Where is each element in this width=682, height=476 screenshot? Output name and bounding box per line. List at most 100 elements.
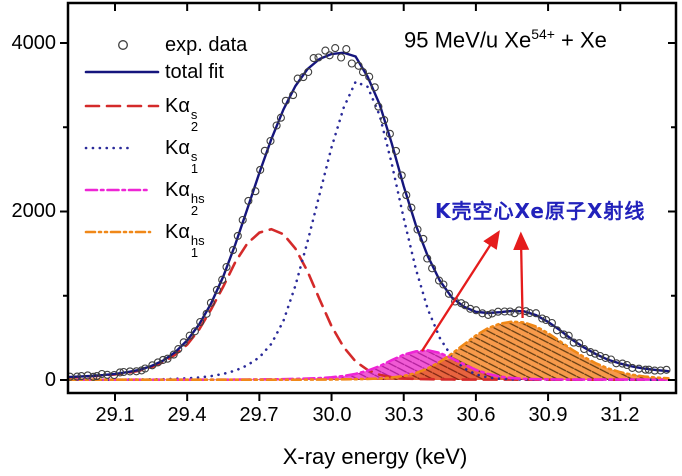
x-axis-tick-label: 30.0 xyxy=(312,404,352,426)
beam-annotation-sup: 54+ xyxy=(531,26,555,42)
exp-data-point xyxy=(153,358,162,367)
exp-data-point xyxy=(83,371,92,380)
ka2hs-area-hatch xyxy=(68,350,669,380)
legend-label-sup: hs xyxy=(190,233,205,248)
x-axis-tick-label: 30.6 xyxy=(456,404,496,426)
exp-data-point xyxy=(337,53,346,62)
exp-data-point xyxy=(374,102,383,111)
exp-data-point xyxy=(407,203,416,212)
hollow-atom-annotation: K壳空心Xe原子X射线 xyxy=(435,199,646,223)
exp-data-point xyxy=(559,330,568,339)
beam-annotation-prefix: 95 MeV/u Xe xyxy=(404,27,532,53)
exp-data-point xyxy=(276,113,285,122)
exp-data-point xyxy=(174,345,183,354)
exp-data-point xyxy=(97,369,106,379)
Ka1s-line xyxy=(68,80,670,381)
y-axis-tick-label: 2000 xyxy=(11,200,57,222)
exp-data-point xyxy=(238,215,247,225)
annotation-arrow xyxy=(513,231,530,319)
exp-data-point xyxy=(293,74,302,83)
exp-data-point xyxy=(299,73,308,82)
exp-data-point xyxy=(354,61,363,70)
exp-data-point xyxy=(380,116,389,125)
exp-data-point xyxy=(586,348,595,357)
x-axis-tick-label: 30.9 xyxy=(528,404,568,426)
exp-data-point xyxy=(552,326,562,335)
exp-data-point xyxy=(266,136,275,146)
exp-data-point xyxy=(472,306,481,315)
ka1hs-area-hatch xyxy=(68,321,669,380)
exp-data-point xyxy=(115,368,125,377)
component-fills xyxy=(68,321,669,380)
exp-data-point xyxy=(662,365,671,374)
x-axis-tick-label: 31.2 xyxy=(600,404,640,426)
legend-label-base: Kα xyxy=(165,137,190,159)
exp-data-point xyxy=(484,310,493,319)
annotation-arrows xyxy=(421,230,530,352)
exp-data-point xyxy=(190,327,199,336)
legend-label-sup: s xyxy=(190,107,198,122)
x-axis-tick-label: 29.1 xyxy=(95,404,135,426)
exp-data-point xyxy=(179,338,188,347)
exp-data-point xyxy=(569,338,578,347)
x-axis-tick-label: 29.4 xyxy=(167,404,207,426)
legend-markers xyxy=(84,40,160,234)
exp-data-point xyxy=(206,298,215,307)
y-axis-tick-label: 0 xyxy=(44,369,56,391)
exp-data-point xyxy=(159,355,168,364)
exp-data-point xyxy=(606,355,616,364)
exp-data-point xyxy=(244,196,253,205)
legend-item-exp-data: exp. data xyxy=(165,34,248,56)
exp-data-point xyxy=(202,309,211,318)
exp-data-point xyxy=(314,53,323,62)
legend-label-sub: 2 xyxy=(190,119,199,134)
exp-data-point xyxy=(644,365,653,374)
annotation-arrow xyxy=(421,230,500,352)
exp-data-point xyxy=(342,45,351,54)
exp-data-point xyxy=(506,307,515,316)
exp-data-point xyxy=(256,165,265,174)
legend-label-base: Kα xyxy=(165,95,190,117)
exp-data-point xyxy=(385,129,394,138)
exp-data-point xyxy=(73,372,82,381)
exp-data-point xyxy=(222,262,231,272)
exp-data-point xyxy=(575,339,584,348)
legend-label-base: Kα xyxy=(165,179,190,201)
exp-data-point xyxy=(618,359,627,368)
exp-data-point xyxy=(488,309,497,318)
exp-data-point xyxy=(564,331,573,340)
legend-label-base: Kα xyxy=(165,221,190,243)
plot-frame xyxy=(66,1,678,395)
exp-data-points xyxy=(68,44,671,381)
legend-label-sup: hs xyxy=(190,191,205,206)
y-axis-tick-label: 4000 xyxy=(11,32,57,54)
exp-data-point xyxy=(466,304,475,313)
exp-data-point xyxy=(434,276,444,285)
exp-data-point xyxy=(233,231,242,240)
exp-data-point xyxy=(500,307,509,316)
exp-data-point xyxy=(656,366,665,375)
beam-annotation: 95 MeV/u Xe54+ + Xe xyxy=(404,26,607,53)
exp-data-point xyxy=(547,318,556,328)
exp-data-point xyxy=(365,72,374,81)
legend-label-scripts: hs 1 xyxy=(190,233,205,260)
exp-data-point xyxy=(423,254,432,263)
exp-data-point xyxy=(391,146,401,155)
x-axis-tick-label: 29.7 xyxy=(239,404,279,426)
exp-data-point xyxy=(218,275,227,284)
exp-data-point xyxy=(591,349,600,358)
exp-data-point xyxy=(309,54,318,63)
exp-data-point xyxy=(650,366,659,375)
exp-data-point xyxy=(169,350,178,359)
legend-label-sub: 1 xyxy=(190,245,199,260)
exp-data-point xyxy=(358,68,368,77)
exp-data-point xyxy=(596,351,605,361)
exp-data-point xyxy=(141,364,150,373)
beam-annotation-suffix: + Xe xyxy=(554,27,607,53)
legend-label-sub: 2 xyxy=(190,203,199,218)
exp-data-point xyxy=(212,285,221,294)
exp-data-point xyxy=(289,91,298,100)
